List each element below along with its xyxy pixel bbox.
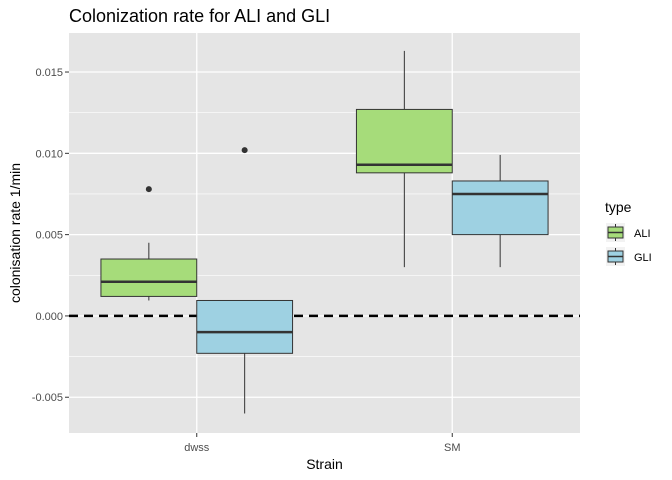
iqr-box bbox=[196, 299, 294, 354]
outlier-point bbox=[145, 186, 152, 193]
y-tick-label: -0.005 bbox=[32, 392, 63, 404]
legend-key-gli bbox=[606, 247, 625, 266]
legend: type ALI GLI bbox=[605, 199, 652, 266]
x-axis-ticks: dwss SM bbox=[184, 433, 461, 454]
legend-label-ali: ALI bbox=[634, 228, 651, 240]
legend-title: type bbox=[605, 199, 632, 215]
iqr-box bbox=[100, 258, 198, 297]
box-ali-dwss bbox=[100, 186, 198, 301]
outlier-point bbox=[241, 147, 248, 154]
chart-title: Colonization rate for ALI and GLI bbox=[69, 6, 330, 26]
box-gli-dwss bbox=[196, 147, 294, 414]
box-gli-sm bbox=[451, 154, 549, 268]
y-tick-label: 0.015 bbox=[35, 67, 63, 79]
iqr-box bbox=[451, 180, 549, 236]
box-ali-sm bbox=[355, 50, 453, 268]
iqr-box bbox=[355, 108, 453, 174]
boxplots bbox=[100, 50, 549, 414]
x-axis-title: Strain bbox=[306, 456, 343, 472]
x-tick-label: dwss bbox=[184, 442, 210, 454]
legend-label-gli: GLI bbox=[634, 252, 652, 264]
y-tick-label: 0.005 bbox=[35, 230, 63, 242]
legend-key-ali bbox=[606, 223, 625, 242]
y-axis-ticks: -0.005 0.000 0.005 0.010 0.015 bbox=[32, 67, 69, 404]
y-axis-title: colonisation rate 1/min bbox=[7, 163, 23, 303]
y-tick-label: 0.010 bbox=[35, 148, 63, 160]
y-tick-label: 0.000 bbox=[35, 311, 63, 323]
legend-items: ALI GLI bbox=[606, 223, 652, 266]
x-tick-label: SM bbox=[444, 442, 461, 454]
